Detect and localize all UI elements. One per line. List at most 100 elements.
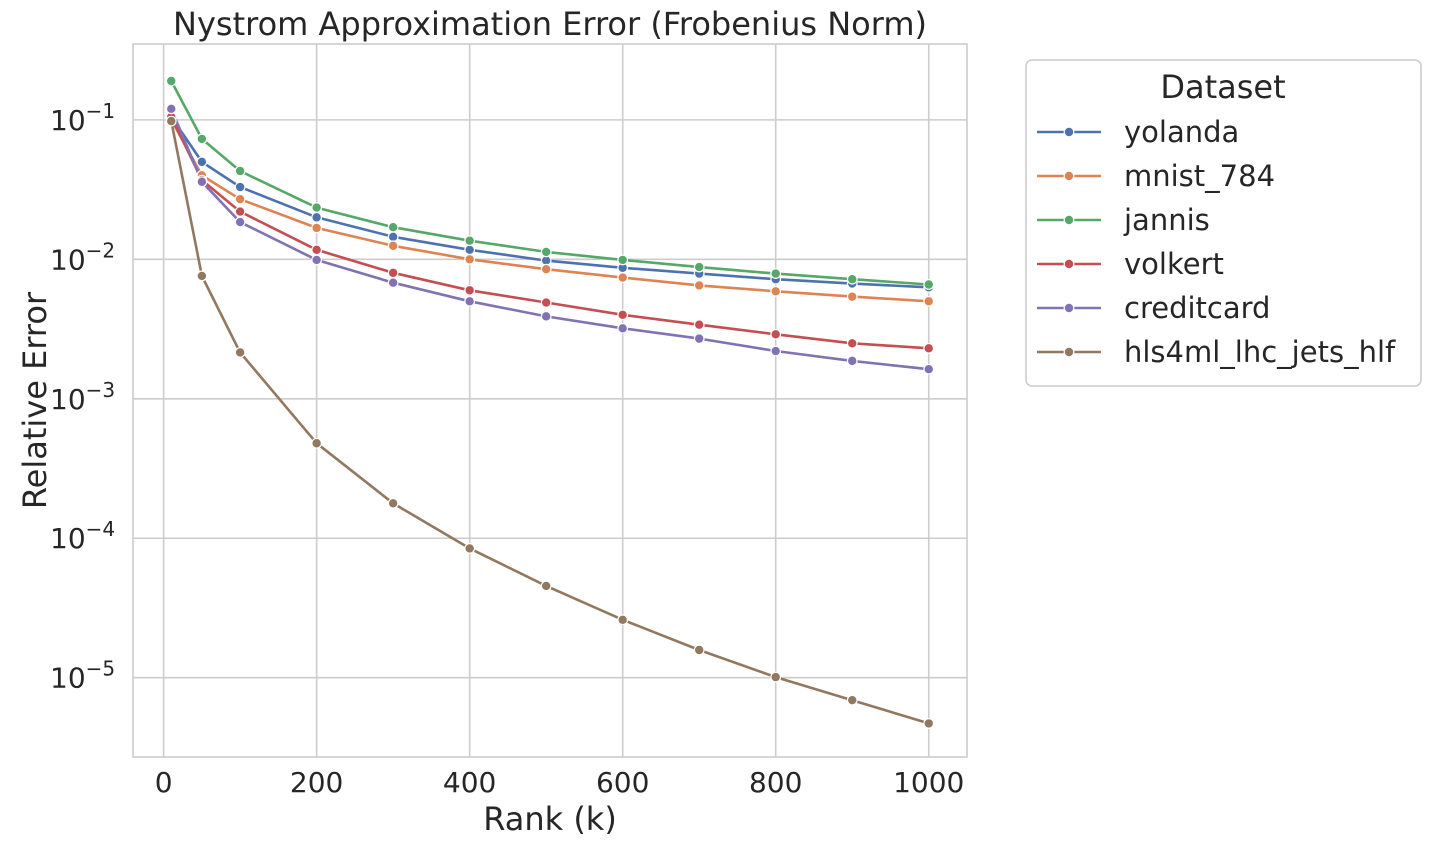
data-point-yolanda: [234, 181, 246, 193]
y-tick-label: 10−3: [50, 378, 115, 416]
data-point-hls4ml_lhc_jets_hlf: [387, 497, 399, 509]
data-point-hls4ml_lhc_jets_hlf: [693, 644, 705, 656]
data-point-yolanda: [464, 244, 476, 256]
data-point-mnist_784: [846, 291, 858, 303]
data-point-volkert: [464, 284, 476, 296]
legend-swatch-marker: [1063, 214, 1075, 226]
x-tick-label: 800: [749, 766, 802, 799]
data-point-hls4ml_lhc_jets_hlf: [923, 718, 935, 729]
series-line-hls4ml_lhc_jets_hlf: [170, 120, 930, 725]
legend-label: creditcard: [1124, 291, 1270, 325]
legend-swatch-marker: [1063, 302, 1075, 314]
legend-label: volkert: [1124, 247, 1224, 281]
series-line-yolanda: [170, 116, 929, 289]
grid: [133, 44, 967, 757]
series-lines: [170, 80, 930, 725]
data-point-hls4ml_lhc_jets_hlf: [770, 671, 782, 683]
data-point-mnist_784: [693, 280, 705, 291]
data-point-volkert: [234, 206, 246, 217]
data-point-creditcard: [846, 355, 858, 367]
data-point-volkert: [693, 319, 705, 331]
series-line-volkert: [170, 116, 929, 350]
x-tick-label: 200: [290, 766, 343, 799]
data-point-jannis: [693, 261, 705, 273]
data-point-volkert: [387, 267, 399, 279]
data-point-yolanda: [196, 156, 208, 168]
data-point-yolanda: [387, 231, 399, 243]
data-point-mnist_784: [234, 193, 246, 205]
data-point-creditcard: [196, 176, 208, 188]
data-point-jannis: [387, 221, 399, 233]
y-axis-ticks: 10−1 10−2 10−3 10−4 10−5: [50, 99, 115, 695]
data-point-jannis: [846, 273, 858, 285]
data-point-mnist_784: [770, 285, 782, 297]
chart-title: Nystrom Approximation Error (Frobenius N…: [173, 5, 927, 43]
data-point-jannis: [165, 75, 177, 87]
legend-box: [1025, 59, 1422, 387]
data-point-hls4ml_lhc_jets_hlf: [846, 694, 858, 706]
data-point-mnist_784: [923, 295, 935, 307]
data-point-creditcard: [923, 363, 935, 375]
x-tick-label: 1000: [893, 766, 964, 799]
data-point-jannis: [540, 246, 552, 258]
series-line-mnist_784: [170, 119, 929, 303]
data-point-jannis: [923, 279, 935, 290]
data-point-jannis: [770, 268, 782, 280]
data-point-jannis: [196, 133, 208, 145]
x-axis-ticks: 0 200 400 600 800 1000: [155, 766, 965, 799]
data-point-volkert: [923, 342, 935, 354]
data-point-volkert: [540, 297, 552, 308]
series-line-creditcard: [170, 108, 929, 371]
legend-swatch-marker: [1063, 258, 1075, 270]
data-point-hls4ml_lhc_jets_hlf: [311, 437, 323, 449]
legend-swatch-marker: [1063, 126, 1075, 138]
data-point-volkert: [846, 337, 858, 349]
x-axis-label: Rank (k): [483, 800, 617, 838]
data-point-creditcard: [693, 333, 705, 345]
data-point-volkert: [770, 328, 782, 340]
y-tick-label: 10−1: [50, 99, 115, 137]
legend-title: Dataset: [1160, 68, 1285, 106]
data-point-hls4ml_lhc_jets_hlf: [540, 580, 552, 592]
data-point-creditcard: [165, 103, 177, 115]
data-point-jannis: [464, 235, 476, 247]
data-point-mnist_784: [311, 222, 323, 234]
y-axis-label: Relative Error: [16, 291, 54, 509]
data-point-volkert: [311, 244, 323, 256]
data-point-mnist_784: [617, 272, 629, 283]
data-point-creditcard: [770, 345, 782, 357]
data-point-mnist_784: [387, 240, 399, 252]
x-tick-label: 600: [596, 766, 649, 799]
data-point-creditcard: [540, 310, 552, 322]
y-tick-label: 10−5: [50, 657, 115, 695]
data-point-jannis: [617, 254, 629, 266]
legend-label: yolanda: [1124, 115, 1239, 149]
series-line-jannis: [170, 80, 929, 286]
data-point-creditcard: [311, 254, 323, 266]
legend-label: jannis: [1123, 203, 1210, 237]
x-tick-label: 0: [155, 766, 173, 799]
data-point-hls4ml_lhc_jets_hlf: [617, 614, 629, 626]
data-point-hls4ml_lhc_jets_hlf: [165, 115, 177, 127]
y-tick-label: 10−2: [50, 238, 115, 276]
data-point-jannis: [311, 202, 323, 213]
data-point-volkert: [617, 309, 629, 321]
series-points: [165, 75, 935, 729]
legend-label: hls4ml_lhc_jets_hlf: [1124, 335, 1396, 369]
legend-label: mnist_784: [1124, 159, 1275, 193]
data-point-mnist_784: [464, 253, 476, 265]
data-point-creditcard: [234, 216, 246, 228]
data-point-creditcard: [387, 277, 399, 289]
data-point-creditcard: [464, 295, 476, 307]
plot-area: [132, 43, 968, 758]
y-tick-label: 10−4: [50, 517, 115, 555]
data-point-creditcard: [617, 322, 629, 334]
data-point-jannis: [234, 165, 246, 177]
plot-frame: [132, 43, 968, 758]
data-point-yolanda: [311, 211, 323, 223]
data-point-mnist_784: [540, 263, 552, 275]
data-point-hls4ml_lhc_jets_hlf: [196, 270, 208, 282]
